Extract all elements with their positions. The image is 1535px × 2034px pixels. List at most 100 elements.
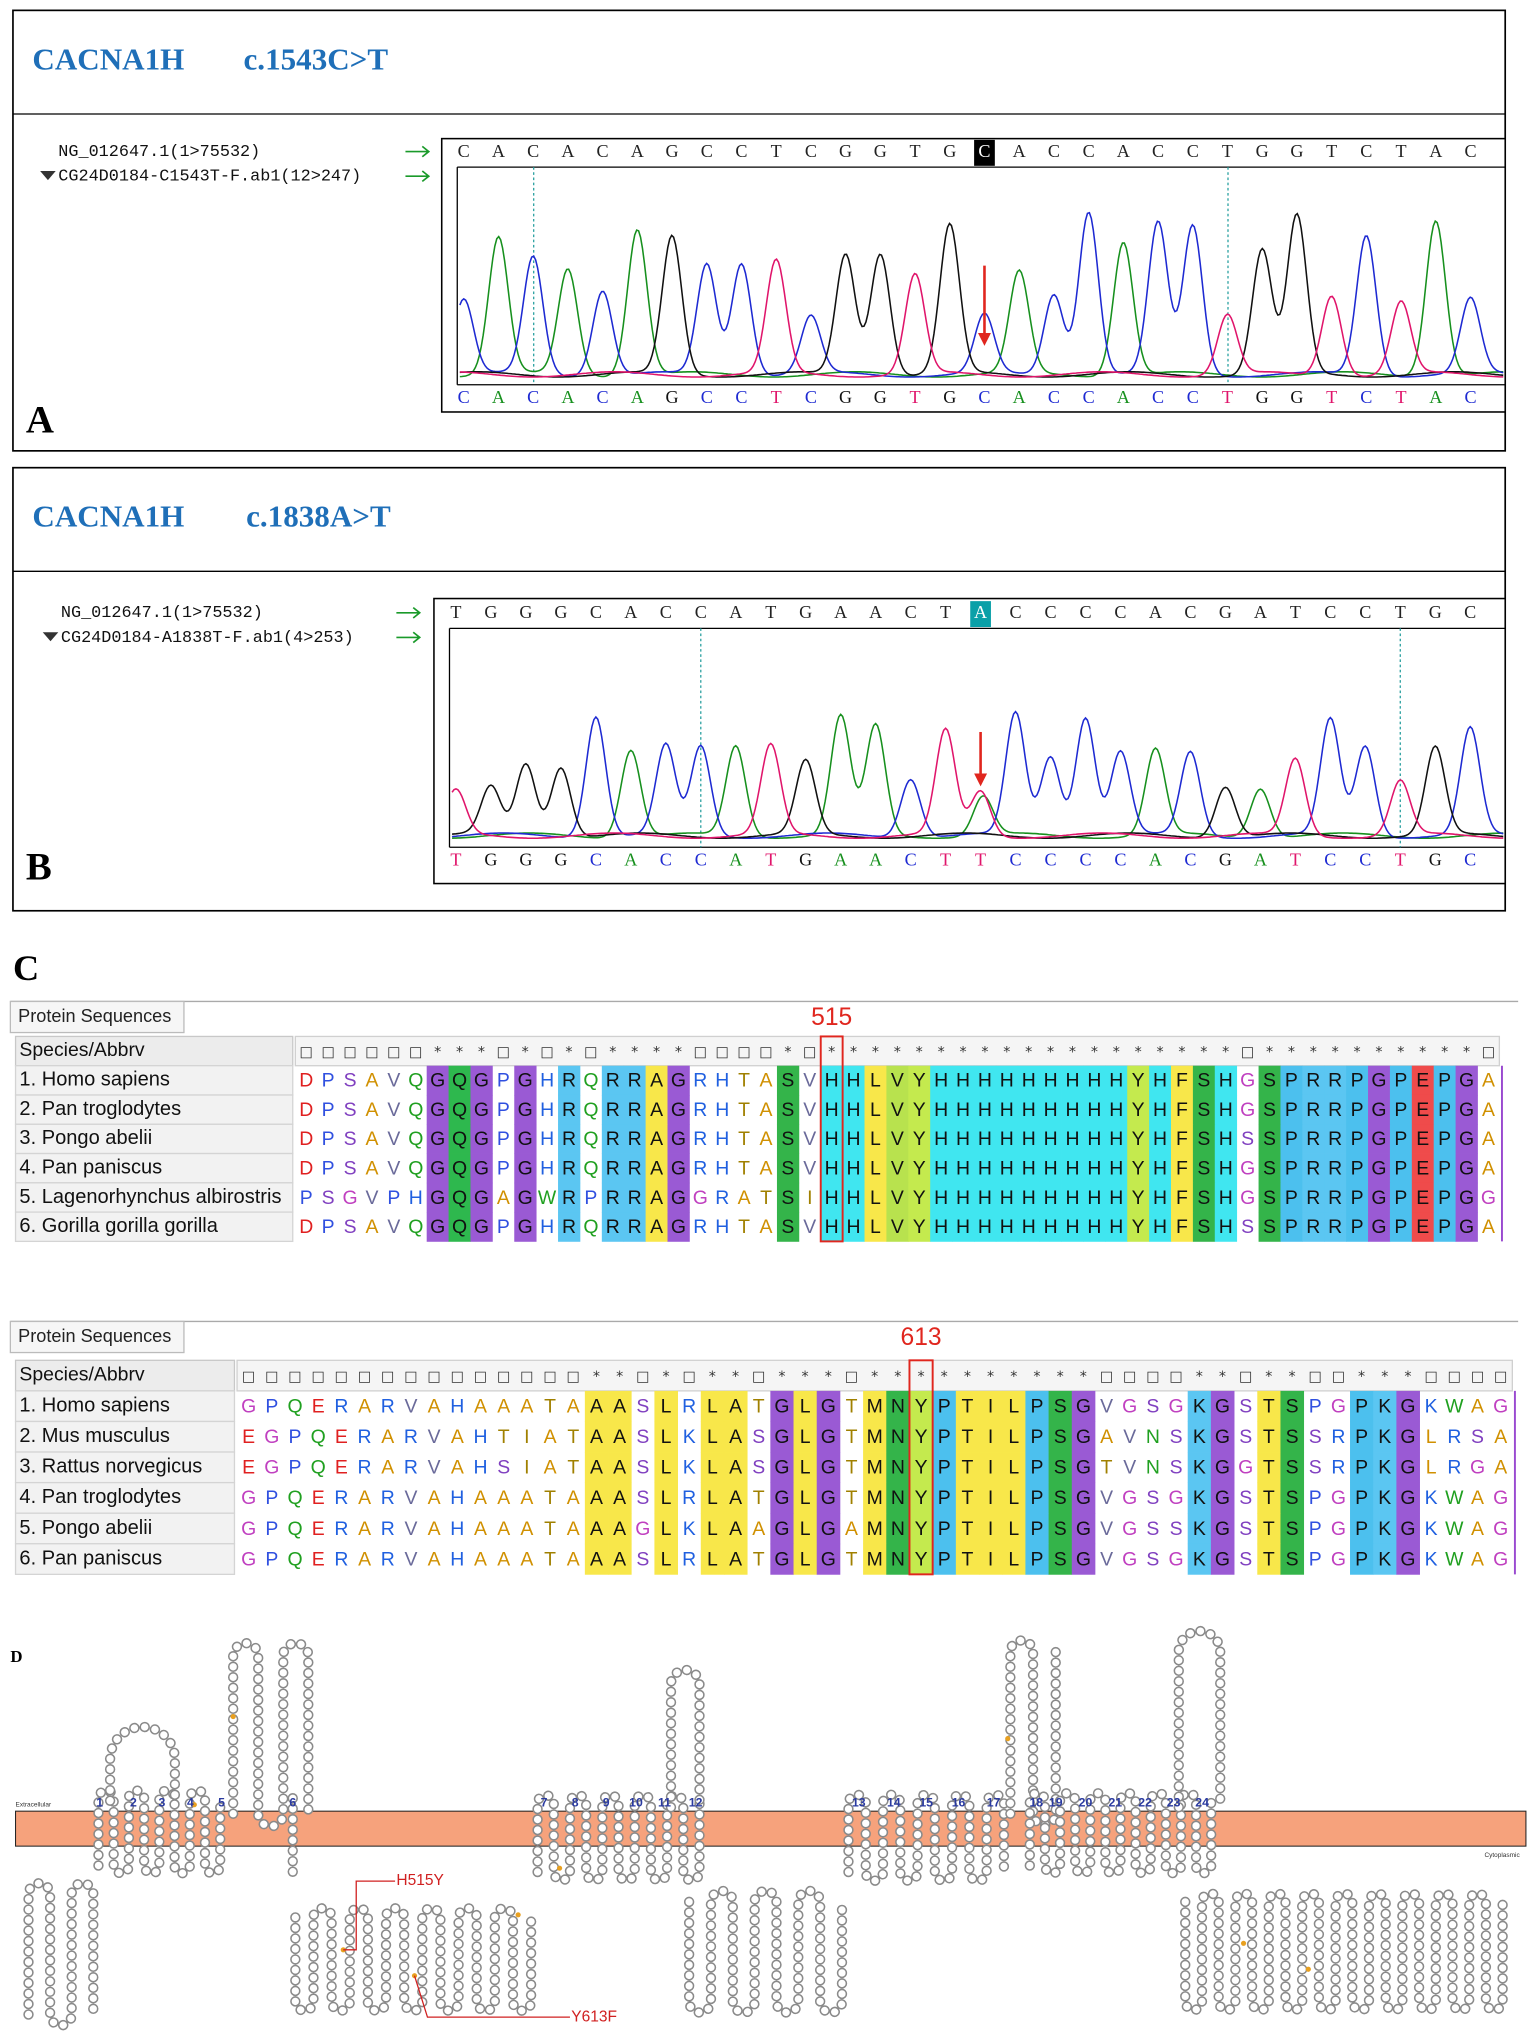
char: G <box>1371 1128 1386 1150</box>
conserved-cell <box>1025 1543 1049 1575</box>
char: G <box>1400 1396 1415 1418</box>
char: F <box>1176 1187 1188 1209</box>
char: P <box>1309 1396 1322 1418</box>
char: R <box>404 1426 418 1448</box>
char: T <box>1263 1487 1275 1509</box>
char: A <box>613 1457 626 1479</box>
char: S <box>1239 1518 1252 1540</box>
char: G <box>1459 1158 1474 1180</box>
char: T <box>962 1548 974 1570</box>
conservation: □ □ □ □ □ □ □ □ □ □ □ □ □ □ □ * * □ * □ * * □ * * * □ * * * * * * * * * * □ □ □… <box>242 1369 1508 1385</box>
char: R <box>381 1396 395 1418</box>
residue-chain <box>667 1666 704 1811</box>
char: S <box>344 1158 357 1180</box>
conserved-cell <box>952 1124 975 1154</box>
conserved-cell <box>1368 1212 1391 1242</box>
conserved-cell <box>955 1390 980 1422</box>
conserved-cell <box>601 1094 625 1125</box>
conserved-cell <box>608 1452 632 1484</box>
char: C <box>597 387 609 407</box>
conserved-cell <box>1017 1153 1041 1184</box>
char: G <box>1371 1216 1386 1238</box>
char: * <box>616 1369 623 1385</box>
char: H <box>934 1187 948 1209</box>
char: G <box>241 1518 256 1540</box>
segment-number: 14 <box>887 1796 901 1810</box>
char: E <box>1416 1187 1429 1209</box>
char: R <box>693 1070 707 1092</box>
char: A <box>365 1216 378 1238</box>
conserved-cell <box>979 1390 1003 1422</box>
char: T <box>498 1426 510 1448</box>
char: P <box>1394 1099 1407 1121</box>
conserved-cell <box>973 1065 997 1096</box>
conserved-cell <box>776 1182 800 1213</box>
char: S <box>752 1426 765 1448</box>
char: C <box>735 141 747 161</box>
char: A <box>451 1457 464 1479</box>
char: H <box>450 1548 464 1570</box>
marked-residue <box>230 1714 236 1720</box>
char: P <box>1438 1128 1451 1150</box>
char: G <box>1470 1457 1485 1479</box>
conserved-cell <box>645 1153 668 1184</box>
conserved-cell <box>995 1212 1019 1242</box>
char: * <box>784 1044 791 1060</box>
char: S <box>781 1070 794 1092</box>
char: A <box>613 1548 626 1570</box>
conserved-cell <box>1324 1065 1347 1096</box>
char: S <box>1286 1487 1299 1509</box>
conserved-cell <box>1368 1182 1391 1213</box>
char: R <box>1447 1457 1461 1479</box>
char: T <box>450 602 461 622</box>
char: P <box>265 1487 278 1509</box>
conserved-cell <box>1210 1513 1235 1545</box>
char: * <box>1288 1044 1295 1060</box>
conserved-cell <box>930 1153 953 1184</box>
char: H <box>978 1216 992 1238</box>
chromatogram-frame <box>440 137 1506 413</box>
conserved-cell <box>1187 1543 1212 1575</box>
char: P <box>1285 1099 1298 1121</box>
char: Q <box>452 1070 467 1092</box>
conserved-cell <box>995 1153 1019 1184</box>
char: A <box>729 850 742 870</box>
char: A <box>650 1187 663 1209</box>
char: H <box>1109 1216 1123 1238</box>
char: H <box>1044 1216 1058 1238</box>
conserved-cell <box>955 1452 980 1484</box>
conserved-cell <box>700 1482 725 1514</box>
char: K <box>1378 1518 1391 1540</box>
conserved-cell <box>426 1153 449 1184</box>
char: T <box>1396 141 1407 161</box>
char: S <box>1054 1457 1067 1479</box>
char: I <box>988 1426 993 1448</box>
conserved-cell <box>723 1513 748 1545</box>
char: □ <box>265 1369 278 1385</box>
conserved-cell <box>930 1182 953 1213</box>
char: I <box>988 1548 993 1570</box>
char: * <box>872 1044 879 1060</box>
char: Y <box>1132 1216 1145 1238</box>
conserved-cell <box>1350 1390 1374 1422</box>
char: R <box>1331 1457 1345 1479</box>
conserved-cell <box>1373 1513 1397 1545</box>
char: S <box>1170 1457 1183 1479</box>
char: H <box>1153 1158 1167 1180</box>
char: T <box>544 1548 556 1570</box>
char: G <box>671 1158 686 1180</box>
species: 2. Pan troglodytes <box>19 1098 181 1120</box>
conserved-cell <box>667 1094 690 1125</box>
char: Y <box>915 1518 928 1540</box>
conserved-cell <box>608 1421 632 1453</box>
conserved-cell <box>1071 1452 1096 1484</box>
char: P <box>1355 1426 1368 1448</box>
char: H <box>1153 1099 1167 1121</box>
conserved-cell <box>1411 1065 1435 1096</box>
conserved-cell <box>909 1543 934 1575</box>
conserved-cell <box>1002 1513 1026 1545</box>
char: L <box>661 1487 672 1509</box>
conserved-cell <box>448 1094 471 1125</box>
conserved-cell <box>1187 1482 1212 1514</box>
char: H <box>934 1070 948 1092</box>
